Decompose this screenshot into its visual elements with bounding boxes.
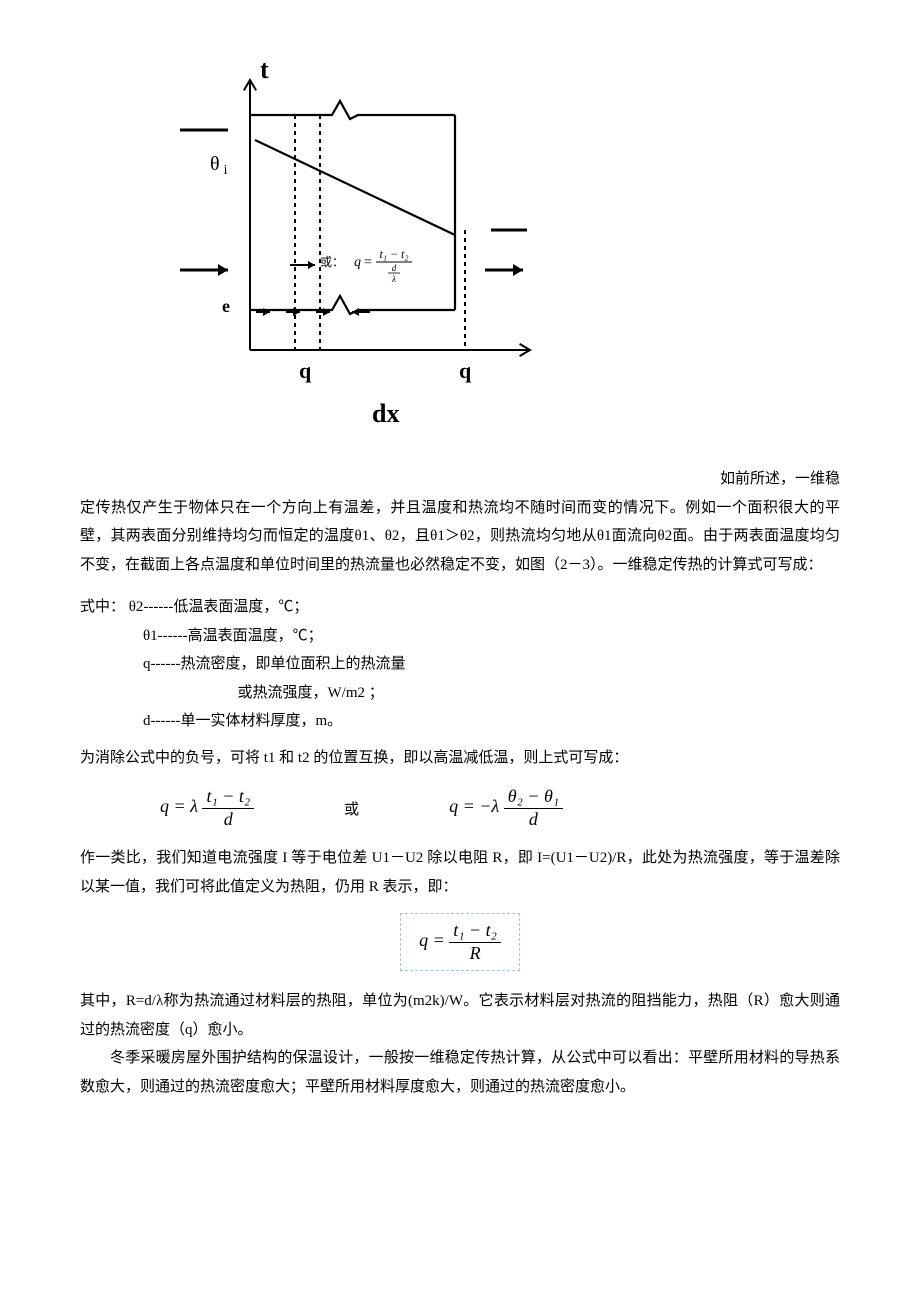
eq-right: q = −λ θ₂ − θ₁ d (449, 786, 563, 830)
svg-text:=: = (364, 255, 372, 270)
paragraph-1: 定传热仅产生于物体只在一个方向上有温差，并且温度和热流均不随时间而变的情况下。例… (80, 494, 840, 580)
svg-text:λ: λ (391, 274, 396, 284)
lead-in-text: 如前所述，一维稳 (80, 465, 840, 494)
paragraph-3: 作一类比，我们知道电流强度 I 等于电位差 U1－U2 除以电阻 R，即 I=(… (80, 844, 840, 901)
svg-text:dx: dx (372, 399, 399, 428)
eq-left: q = λ t₁ − t₂ d (160, 786, 254, 830)
equation-boxed-row: q = t₁ − t₂ R (80, 913, 840, 971)
definition-block: 式中： θ2------低温表面温度，℃； θ1------高温表面温度，℃； … (80, 593, 840, 736)
def-theta2: 式中： θ2------低温表面温度，℃； (80, 593, 840, 622)
svg-text:q: q (354, 255, 361, 270)
eq-or: 或 (344, 798, 359, 819)
paragraph-5: 冬季采暖房屋外围护结构的保温设计，一般按一维稳定传热计算，从公式中可以看出：平壁… (80, 1044, 840, 1101)
page: tθieqqdx或：q=t₁ − t₂dλ 如前所述，一维稳 定传热仅产生于物体… (0, 0, 920, 1161)
paragraph-4: 其中，R=d/λ称为热流通过材料层的热阻，单位为(m2k)/W。它表示材料层对热… (80, 987, 840, 1044)
svg-text:q: q (459, 358, 472, 383)
svg-text:d: d (392, 263, 397, 273)
equation-pair: q = λ t₁ − t₂ d 或 q = −λ θ₂ − θ₁ d (160, 786, 840, 830)
svg-text:θi: θi (210, 153, 228, 178)
figure-container: tθieqqdx或：q=t₁ − t₂dλ (180, 40, 540, 445)
def-q-cont: 或热流强度，W/m2 ； (80, 679, 840, 708)
def-theta1: θ1------高温表面温度，℃； (80, 622, 840, 651)
svg-text:t₁ − t₂: t₁ − t₂ (379, 247, 408, 261)
def-d: d------单一实体材料厚度，m。 (80, 707, 840, 736)
svg-text:q: q (299, 358, 312, 383)
svg-text:e: e (222, 296, 230, 316)
svg-text:或：: 或： (320, 255, 344, 269)
svg-text:t: t (260, 55, 269, 84)
def-q: q------热流密度，即单位面积上的热流量 (80, 650, 840, 679)
paragraph-2: 为消除公式中的负号，可将 t1 和 t2 的位置互换，即以高温减低温，则上式可写… (80, 744, 840, 773)
diagram-svg: tθieqqdx或：q=t₁ − t₂dλ (180, 40, 540, 440)
equation-boxed: q = t₁ − t₂ R (400, 913, 520, 971)
